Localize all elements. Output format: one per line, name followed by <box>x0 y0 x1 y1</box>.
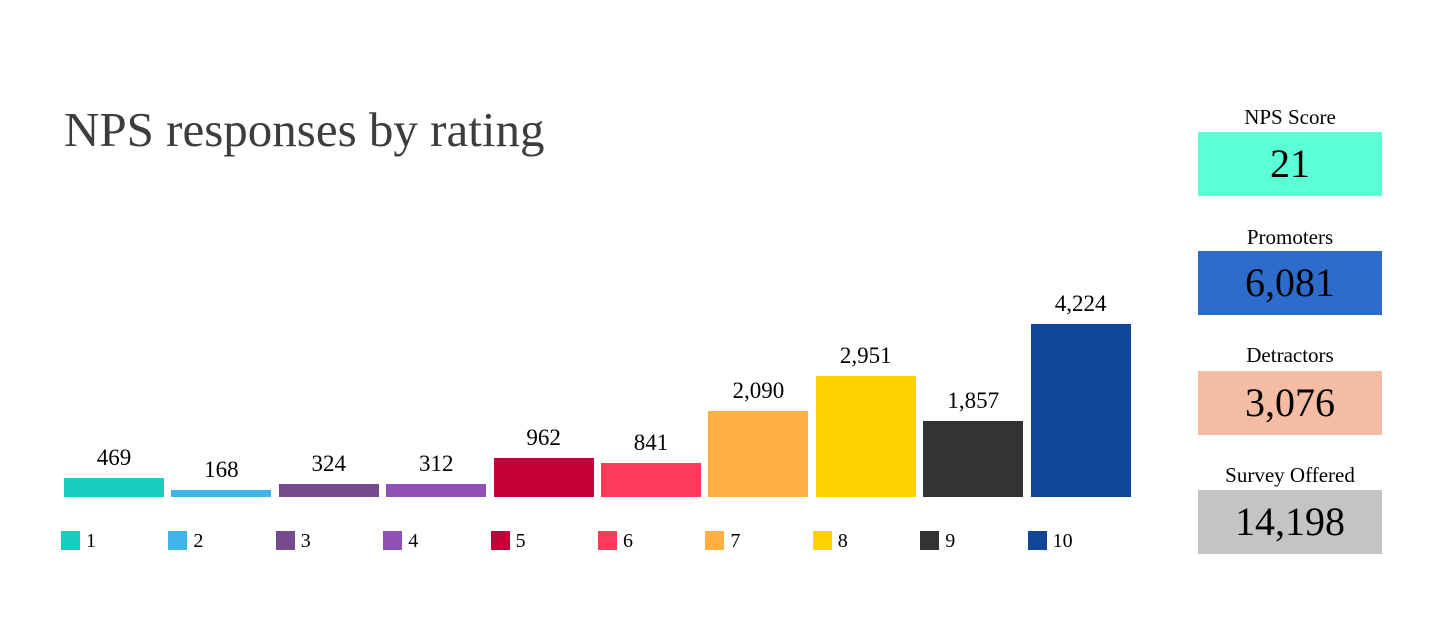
bar-rating-9 <box>923 420 1024 497</box>
data-label: 2,951 <box>839 343 892 369</box>
legend-swatch <box>598 531 617 550</box>
legend-label: 8 <box>837 530 848 552</box>
survey-offered-value: 14,198 <box>1198 490 1382 554</box>
bar-rating-3 <box>278 483 379 497</box>
nps-score-label: NPS Score <box>1244 105 1336 129</box>
legend-label: 6 <box>623 530 633 552</box>
bar-rating-8 <box>815 376 916 497</box>
legend-label: 4 <box>408 530 419 552</box>
legend-swatch <box>383 531 403 550</box>
legend-label: 9 <box>945 530 956 552</box>
bar-rating-1 <box>64 477 164 497</box>
legend-swatch <box>61 531 80 550</box>
promoters-label: Promoters <box>1246 225 1334 249</box>
legend-swatch <box>168 531 188 550</box>
detractors-label: Detractors <box>1246 343 1334 367</box>
promoters-value: 6,081 <box>1198 251 1382 315</box>
legend-swatch <box>490 531 510 550</box>
bar-rating-2 <box>171 490 272 497</box>
bar-rating-5 <box>493 457 594 497</box>
legend-swatch <box>1027 531 1047 550</box>
nps-score-value: 21 <box>1198 132 1382 196</box>
bar-rating-6 <box>601 462 701 497</box>
legend-swatch <box>275 531 295 550</box>
data-label: 168 <box>204 457 239 483</box>
legend-label: 3 <box>300 530 311 552</box>
legend-label: 5 <box>515 530 526 552</box>
bar-rating-7 <box>708 411 809 497</box>
legend-label: 1 <box>86 530 96 552</box>
data-label: 962 <box>526 424 561 450</box>
legend-swatch <box>705 531 725 550</box>
data-label: 4,224 <box>1054 291 1107 316</box>
bar-rating-10 <box>1030 324 1131 497</box>
data-label: 469 <box>96 444 132 470</box>
legend-swatch <box>920 531 940 550</box>
data-label: 2,090 <box>732 378 785 404</box>
survey-offered-label: Survey Offered <box>1225 463 1355 487</box>
legend-swatch <box>812 531 832 550</box>
data-label: 841 <box>633 429 669 455</box>
data-label: 324 <box>311 450 347 476</box>
bar-rating-4 <box>386 484 487 497</box>
legend-label: 7 <box>730 530 741 552</box>
detractors-value: 3,076 <box>1198 371 1382 435</box>
legend-label: 2 <box>193 530 204 552</box>
chart-title: NPS responses by rating <box>64 102 545 157</box>
data-label: 1,857 <box>947 387 1000 413</box>
legend-label: 10 <box>1052 530 1073 552</box>
data-label: 312 <box>418 451 454 477</box>
